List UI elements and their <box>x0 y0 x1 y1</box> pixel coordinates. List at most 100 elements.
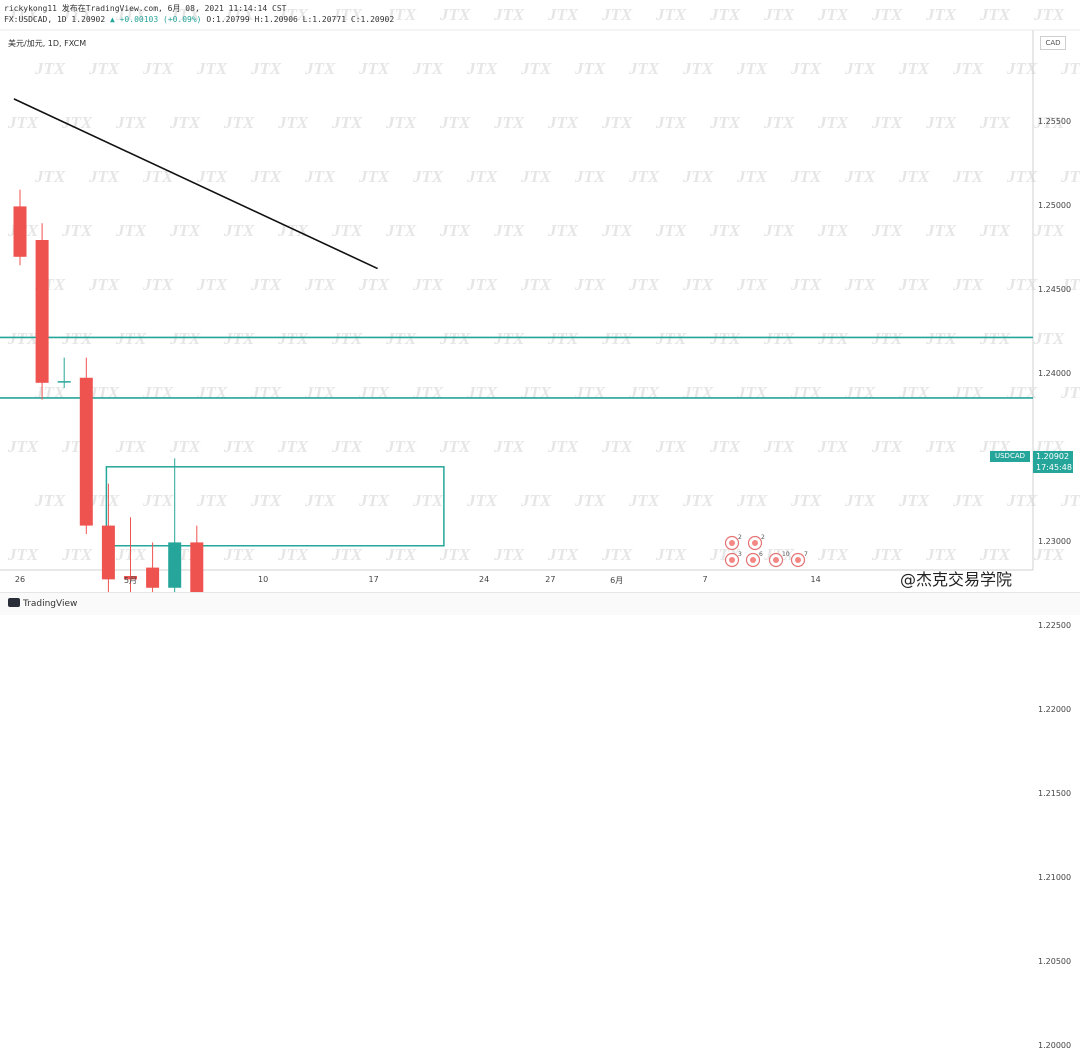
watermark-text: JTX <box>385 113 417 132</box>
watermark-text: JTX <box>817 221 849 240</box>
watermark-text: JTX <box>952 491 984 510</box>
currency-button[interactable]: CAD <box>1040 36 1066 50</box>
watermark-text: JTX <box>331 221 363 240</box>
watermark-text: JTX <box>574 275 606 294</box>
watermark-text: JTX <box>277 5 309 24</box>
watermark-text: JTX <box>817 329 849 348</box>
watermark-text: JTX <box>466 491 498 510</box>
watermark-text: JTX <box>574 167 606 186</box>
watermark-text: JTX <box>736 491 768 510</box>
ohlc-values: O:1.20799 H:1.20906 L:1.20771 C:1.20902 <box>206 15 395 24</box>
watermark-layer: JTX JTX JTX JTX JTX JTX JTX JTX JTX JTX JTX JTX JTX J… <box>7 5 1080 564</box>
watermark-text: JTX <box>223 5 255 24</box>
watermark-text: JTX <box>466 59 498 78</box>
watermark-text: JTX <box>952 59 984 78</box>
candle-body <box>35 240 49 383</box>
watermark-text: JTX <box>763 437 795 456</box>
watermark-text: JTX <box>871 113 903 132</box>
watermark-text: JTX <box>844 275 876 294</box>
watermark-text: JTX <box>358 491 390 510</box>
watermark-text: JTX <box>574 59 606 78</box>
watermark-text: JTX <box>601 437 633 456</box>
event-flag-dot <box>773 557 779 563</box>
candle <box>146 542 160 597</box>
watermark-text: JTX <box>682 167 714 186</box>
watermark-text: JTX <box>574 491 606 510</box>
watermark-text: JTX <box>898 59 930 78</box>
watermark-text: JTX <box>358 383 390 402</box>
author-credit: @杰克交易学院 <box>900 570 1013 589</box>
watermark-text: JTX <box>520 383 552 402</box>
watermark-text: JTX <box>493 5 525 24</box>
watermark-text: JTX <box>439 5 471 24</box>
price-chart[interactable]: JTX JTX JTX JTX JTX JTX JTX JTX JTX JTX JTX JTX JTX J… <box>0 0 1080 614</box>
watermark-text: JTX <box>925 437 957 456</box>
candle-body <box>168 542 182 588</box>
watermark-text: JTX <box>115 437 147 456</box>
tradingview-logo-text: TradingView <box>23 599 78 609</box>
watermark-text: JTX <box>844 59 876 78</box>
watermark-text: JTX <box>331 545 363 564</box>
time-tick-label: 14 <box>810 575 821 584</box>
watermark-text: JTX <box>817 437 849 456</box>
watermark-text: JTX <box>493 437 525 456</box>
price-tick-label: 1.23000 <box>1038 537 1072 547</box>
watermark-text: JTX <box>169 221 201 240</box>
candle <box>124 517 137 602</box>
watermark-text: JTX <box>1060 275 1080 294</box>
last-price-tag: 1.20902 17:45:48 <box>1033 451 1073 473</box>
watermark-text: JTX <box>925 113 957 132</box>
watermark-text: JTX <box>385 329 417 348</box>
tradingview-logo[interactable]: TradingView <box>8 598 77 609</box>
watermark-text: JTX <box>709 329 741 348</box>
watermark-text: JTX <box>277 329 309 348</box>
watermark-text: JTX <box>601 545 633 564</box>
watermark-text: JTX <box>925 5 957 24</box>
price-tick-label: 1.22000 <box>1038 705 1072 715</box>
watermark-text: JTX <box>979 113 1011 132</box>
watermark-text: JTX <box>520 275 552 294</box>
time-tick-label: 26 <box>14 575 26 584</box>
watermark-text: JTX <box>34 59 66 78</box>
watermark-text: JTX <box>682 383 714 402</box>
watermark-text: JTX <box>169 329 201 348</box>
candle <box>13 189 27 266</box>
watermark-text: JTX <box>763 113 795 132</box>
watermark-text: JTX <box>493 545 525 564</box>
series-legend[interactable]: 美元/加元, 1D, FXCM <box>8 39 87 48</box>
watermark-text: JTX <box>34 167 66 186</box>
watermark-text: JTX <box>88 491 120 510</box>
trend-line <box>13 98 378 270</box>
watermark-text: JTX <box>115 5 147 24</box>
watermark-text: JTX <box>196 59 228 78</box>
watermark-text: JTX <box>763 221 795 240</box>
watermark-text: JTX <box>655 545 687 564</box>
watermark-text: JTX <box>196 167 228 186</box>
watermark-text: JTX <box>61 329 93 348</box>
watermark-text: JTX <box>601 5 633 24</box>
watermark-text: JTX <box>790 59 822 78</box>
event-flag-dot <box>729 557 735 563</box>
range-box <box>105 466 445 547</box>
watermark-text: JTX <box>655 329 687 348</box>
watermark-text: JTX <box>88 275 120 294</box>
watermark-text: JTX <box>763 5 795 24</box>
watermark-text: JTX <box>979 329 1011 348</box>
candle-body <box>124 576 137 580</box>
watermark-text: JTX <box>142 167 174 186</box>
watermark-text: JTX <box>358 59 390 78</box>
watermark-text: JTX <box>169 437 201 456</box>
watermark-text: JTX <box>331 329 363 348</box>
watermark-text: JTX <box>277 545 309 564</box>
watermark-text: JTX <box>385 221 417 240</box>
watermark-text: JTX <box>34 383 66 402</box>
symbol-quote-line: FX:USDCAD, 1D 1.20902 ▲ +0.00103 (+0.09%… <box>4 15 394 24</box>
event-flag-icon: 10 <box>768 551 790 568</box>
watermark-text: JTX <box>1033 113 1065 132</box>
watermark-text: JTX <box>1060 383 1080 402</box>
watermark-text: JTX <box>601 329 633 348</box>
price-tick-label: 1.25500 <box>1038 117 1072 127</box>
watermark-text: JTX <box>628 275 660 294</box>
watermark-text: JTX <box>871 437 903 456</box>
watermark-text: JTX <box>1006 275 1038 294</box>
